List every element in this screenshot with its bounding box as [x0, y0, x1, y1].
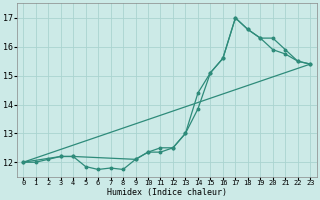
- X-axis label: Humidex (Indice chaleur): Humidex (Indice chaleur): [107, 188, 227, 197]
